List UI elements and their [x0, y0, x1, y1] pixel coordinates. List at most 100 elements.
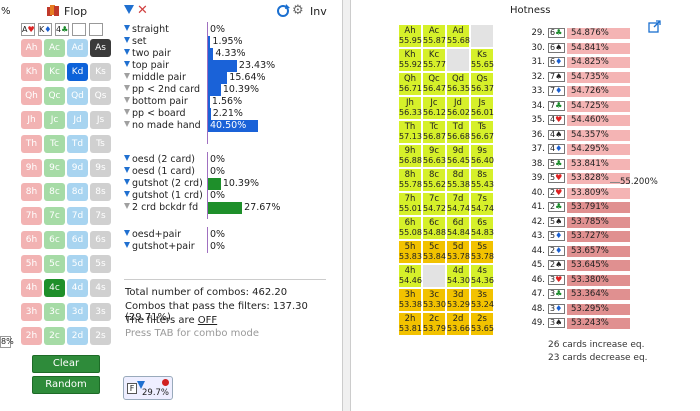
filter-funnel-icon[interactable] — [124, 155, 130, 161]
card-button-3d[interactable]: 3d — [67, 303, 88, 321]
clear-filter-icon[interactable]: ✕ — [137, 3, 148, 18]
filter-funnel-icon[interactable] — [124, 37, 130, 43]
filter-row[interactable]: straight — [124, 24, 169, 36]
card-button-9d[interactable]: 9d — [67, 159, 88, 177]
card-button-Ks[interactable]: Ks — [90, 63, 111, 81]
card-button-8h[interactable]: 8h — [21, 183, 42, 201]
card-button-As[interactable]: As — [90, 39, 111, 57]
filter-funnel-icon[interactable] — [124, 25, 130, 31]
card-button-4c[interactable]: 4c — [44, 279, 65, 297]
card-button-3c[interactable]: 3c — [44, 303, 65, 321]
mini-board-slot-4[interactable] — [72, 23, 86, 36]
card-button-Kh[interactable]: Kh — [21, 63, 42, 81]
card-button-3h[interactable]: 3h — [21, 303, 42, 321]
filter-funnel-icon[interactable] — [124, 85, 130, 91]
filter-row[interactable]: no made hand — [124, 120, 201, 132]
filter-funnel-icon[interactable] — [124, 167, 130, 173]
card-button-5c[interactable]: 5c — [44, 255, 65, 273]
card-button-Jc[interactable]: Jc — [44, 111, 65, 129]
card-button-Jh[interactable]: Jh — [21, 111, 42, 129]
filter-funnel-icon[interactable] — [124, 242, 130, 248]
filter-funnel-icon[interactable] — [124, 121, 130, 127]
filter-funnel-icon[interactable] — [124, 191, 130, 197]
card-button-3s[interactable]: 3s — [90, 303, 111, 321]
filter-funnel-icon[interactable] — [124, 203, 130, 209]
filter-funnel-icon[interactable] — [124, 49, 130, 55]
card-button-4d[interactable]: 4d — [67, 279, 88, 297]
card-button-7h[interactable]: 7h — [21, 207, 42, 225]
filter-funnel-icon[interactable] — [124, 61, 130, 67]
filter-badge-button[interactable]: F 29.7% — [123, 376, 173, 400]
card-button-2s[interactable]: 2s — [90, 327, 111, 345]
filter-funnel-icon[interactable] — [124, 97, 130, 103]
draw-filter-row[interactable]: oesd (2 card) — [124, 154, 195, 166]
card-button-Td[interactable]: Td — [67, 135, 88, 153]
partial-left-label-bottom[interactable]: 8% — [0, 336, 14, 348]
card-button-4h[interactable]: 4h — [21, 279, 42, 297]
filter-row[interactable]: set — [124, 36, 147, 48]
draw-filter-row[interactable]: gutshot (1 crd) — [124, 190, 203, 202]
filter-row[interactable]: top pair — [124, 60, 169, 72]
card-button-8d[interactable]: 8d — [67, 183, 88, 201]
card-button-Js[interactable]: Js — [90, 111, 111, 129]
card-button-6s[interactable]: 6s — [90, 231, 111, 249]
card-button-Th[interactable]: Th — [21, 135, 42, 153]
filter-row[interactable]: pp < 2nd card — [124, 84, 200, 96]
draw-filter-row[interactable]: oesd (1 card) — [124, 166, 195, 178]
card-button-4s[interactable]: 4s — [90, 279, 111, 297]
filter-funnel-icon[interactable] — [124, 109, 130, 115]
card-button-9c[interactable]: 9c — [44, 159, 65, 177]
card-button-9h[interactable]: 9h — [21, 159, 42, 177]
filter-row[interactable]: two pair — [124, 48, 171, 60]
filter-funnel-icon[interactable] — [124, 179, 130, 185]
filter-row[interactable]: bottom pair — [124, 96, 188, 108]
card-button-5d[interactable]: 5d — [67, 255, 88, 273]
card-button-6d[interactable]: 6d — [67, 231, 88, 249]
card-button-Kc[interactable]: Kc — [44, 63, 65, 81]
draw-filter-row[interactable]: gutshot (2 crd) — [124, 178, 203, 190]
filter-funnel-icon[interactable] — [124, 73, 130, 79]
refresh-icon[interactable] — [276, 4, 290, 18]
card-button-7s[interactable]: 7s — [90, 207, 111, 225]
card-button-2d[interactable]: 2d — [67, 327, 88, 345]
card-button-5s[interactable]: 5s — [90, 255, 111, 273]
mini-board-slot-5[interactable] — [89, 23, 103, 36]
card-button-7c[interactable]: 7c — [44, 207, 65, 225]
inv-button[interactable]: Inv — [310, 5, 327, 18]
card-button-8s[interactable]: 8s — [90, 183, 111, 201]
mini-board-card-1[interactable]: A♥ — [21, 23, 35, 36]
card-button-5h[interactable]: 5h — [21, 255, 42, 273]
mini-board-card-2[interactable]: K♦ — [38, 23, 52, 36]
external-link-icon[interactable] — [648, 20, 661, 33]
card-button-Ah[interactable]: Ah — [21, 39, 42, 57]
card-button-Ts[interactable]: Ts — [90, 135, 111, 153]
filter-funnel-icon[interactable] — [124, 230, 130, 236]
card-button-6h[interactable]: 6h — [21, 231, 42, 249]
combo-filter-row[interactable]: oesd+pair — [124, 229, 181, 241]
draw-filter-row[interactable]: 2 crd bckdr fd — [124, 202, 198, 214]
filter-row[interactable]: middle pair — [124, 72, 186, 84]
card-button-Kd[interactable]: Kd — [67, 63, 88, 81]
gear-icon[interactable]: ⚙ — [292, 3, 304, 18]
mini-board-card-3[interactable]: 4♣ — [55, 23, 69, 36]
card-button-Qd[interactable]: Qd — [67, 87, 88, 105]
card-button-Ac[interactable]: Ac — [44, 39, 65, 57]
card-button-Tc[interactable]: Tc — [44, 135, 65, 153]
filter-funnel-icon[interactable] — [124, 5, 136, 18]
card-button-Qs[interactable]: Qs — [90, 87, 111, 105]
card-button-Ad[interactable]: Ad — [67, 39, 88, 57]
filter-row[interactable]: pp < board — [124, 108, 186, 120]
card-button-9s[interactable]: 9s — [90, 159, 111, 177]
random-button[interactable]: Random — [32, 376, 100, 394]
combo-filter-row[interactable]: gutshot+pair — [124, 241, 195, 253]
clear-button[interactable]: Clear — [32, 355, 100, 373]
filters-state-toggle[interactable]: OFF — [197, 315, 218, 326]
card-button-2c[interactable]: 2c — [44, 327, 65, 345]
card-button-7d[interactable]: 7d — [67, 207, 88, 225]
card-button-6c[interactable]: 6c — [44, 231, 65, 249]
card-button-Qh[interactable]: Qh — [21, 87, 42, 105]
card-button-Qc[interactable]: Qc — [44, 87, 65, 105]
card-button-8c[interactable]: 8c — [44, 183, 65, 201]
card-button-2h[interactable]: 2h — [21, 327, 42, 345]
card-button-Jd[interactable]: Jd — [67, 111, 88, 129]
